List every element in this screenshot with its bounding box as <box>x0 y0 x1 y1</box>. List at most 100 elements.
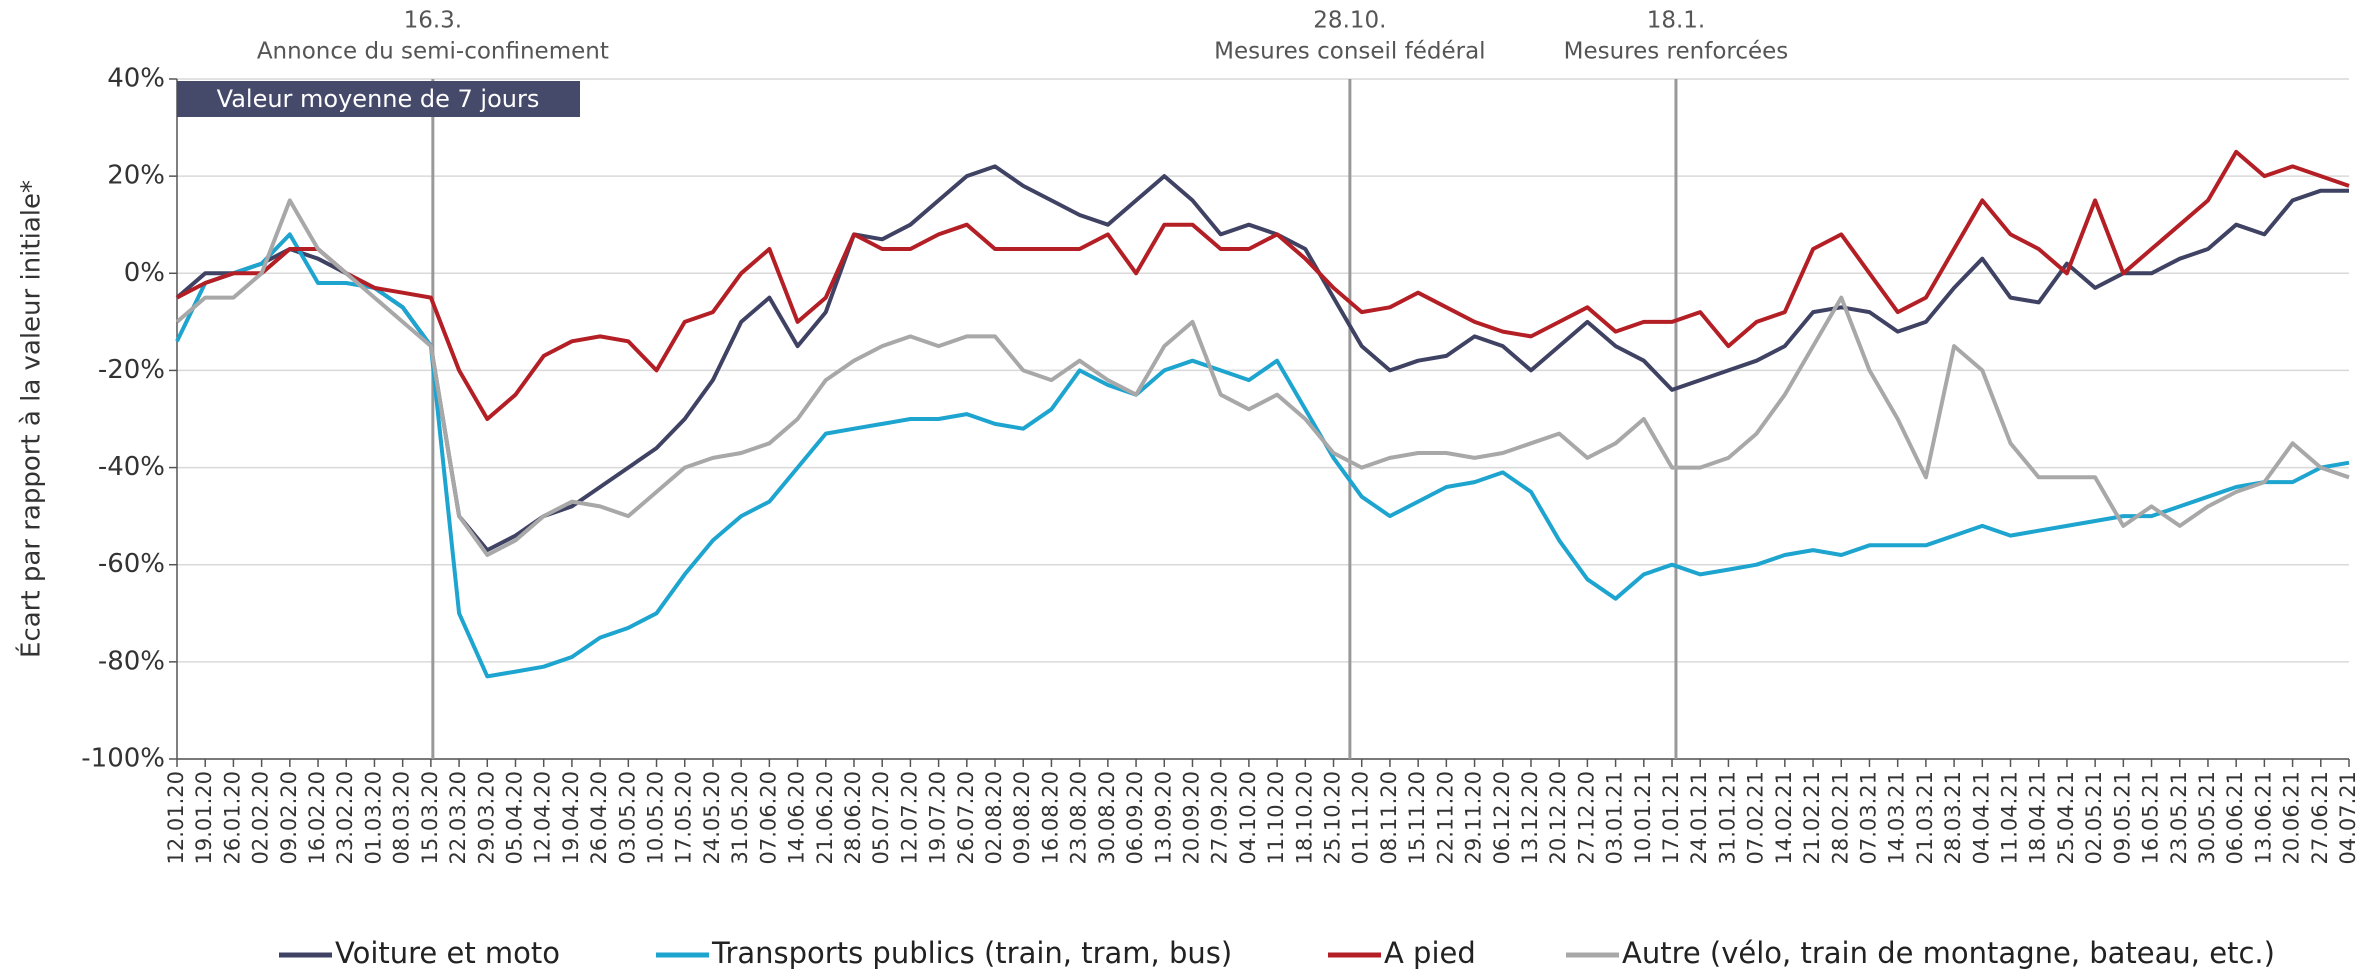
x-tick-label: 09.08.20 <box>1010 771 1034 865</box>
x-tick-label: 29.03.20 <box>474 771 498 865</box>
y-tick-label: -100% <box>81 744 165 774</box>
y-axis-label: Écart par rapport à la valeur initiale* <box>15 180 47 658</box>
x-tick-label: 21.02.21 <box>1800 771 1824 865</box>
x-tick-label: 19.04.20 <box>559 771 583 865</box>
x-tick-label: 07.06.20 <box>756 771 780 865</box>
x-tick-label: 27.12.20 <box>1574 771 1598 865</box>
x-tick-label: 23.05.21 <box>2167 771 2191 865</box>
x-tick-label: 22.11.20 <box>1433 771 1457 865</box>
x-tick-label: 07.03.21 <box>1856 771 1880 865</box>
x-tick-label: 14.02.21 <box>1772 771 1796 865</box>
x-tick-label: 27.09.20 <box>1208 771 1232 865</box>
x-tick-label: 28.02.21 <box>1828 771 1852 865</box>
x-tick-label: 31.01.21 <box>1715 771 1739 865</box>
x-tick-label: 27.06.21 <box>2308 771 2332 865</box>
x-tick-label: 24.05.20 <box>700 771 724 865</box>
x-tick-label: 12.01.20 <box>164 771 188 865</box>
x-tick-label: 21.06.20 <box>813 771 837 865</box>
series-line <box>175 198 2350 557</box>
legend-label: A pied <box>1384 936 1476 970</box>
y-tick-label: -20% <box>98 355 165 385</box>
y-tick-label: 0% <box>124 258 165 288</box>
x-tick-label: 13.12.20 <box>1518 771 1542 865</box>
x-tick-label: 23.08.20 <box>1067 771 1091 865</box>
x-tick-label: 20.09.20 <box>1179 771 1203 865</box>
x-tick-label: 16.05.21 <box>2139 771 2163 865</box>
x-tick-label: 15.11.20 <box>1405 771 1429 865</box>
x-tick-label: 28.03.21 <box>1941 771 1965 865</box>
x-tick-label: 03.01.21 <box>1603 771 1627 865</box>
series-line <box>176 149 2350 421</box>
x-tick-label: 30.08.20 <box>1095 771 1119 865</box>
x-tick-label: 11.10.20 <box>1264 771 1288 865</box>
x-tick-label: 12.07.20 <box>897 771 921 865</box>
x-tick-label: 09.02.20 <box>277 771 301 865</box>
x-tick-label: 02.08.20 <box>982 771 1006 865</box>
x-tick-label: 16.08.20 <box>1038 771 1062 865</box>
x-tick-label: 05.04.20 <box>502 771 526 865</box>
x-tick-label: 29.11.20 <box>1462 771 1486 865</box>
x-tick-label: 26.07.20 <box>954 771 978 865</box>
x-tick-label: 18.10.20 <box>1292 771 1316 865</box>
x-tick-label: 15.03.20 <box>418 771 442 865</box>
x-tick-label: 19.07.20 <box>926 771 950 865</box>
x-tick-label: 06.12.20 <box>1490 771 1514 865</box>
x-tick-label: 10.05.20 <box>644 771 668 865</box>
x-tick-label: 14.06.20 <box>785 771 809 865</box>
series-line <box>175 232 2350 679</box>
x-tick-label: 13.09.20 <box>1151 771 1175 865</box>
x-tick-label: 05.07.20 <box>869 771 893 865</box>
x-tick-label: 12.04.20 <box>531 771 555 865</box>
x-tick-label: 10.01.21 <box>1631 771 1655 865</box>
x-tick-label: 19.01.20 <box>192 771 216 865</box>
x-tick-label: 11.04.21 <box>1998 771 2022 865</box>
x-tick-label: 02.05.21 <box>2082 771 2106 865</box>
annotation-text: Mesures renforcées <box>1564 39 1789 65</box>
y-tick-label: -60% <box>98 549 165 579</box>
x-tick-label: 08.03.20 <box>390 771 414 865</box>
x-tick-label: 18.04.21 <box>2026 771 2050 865</box>
x-tick-label: 31.05.20 <box>728 771 752 865</box>
x-tick-label: 01.11.20 <box>1349 771 1373 865</box>
x-tick-label: 17.05.20 <box>672 771 696 865</box>
x-tick-label: 21.03.21 <box>1913 771 1937 865</box>
y-tick-label: -40% <box>98 452 165 482</box>
x-tick-label: 16.02.20 <box>305 771 329 865</box>
x-tick-label: 01.03.20 <box>361 771 385 865</box>
legend-label: Transports publics (train, tram, bus) <box>711 936 1232 970</box>
x-tick-label: 08.11.20 <box>1377 771 1401 865</box>
x-tick-label: 20.12.20 <box>1546 771 1570 865</box>
legend-label: Voiture et moto <box>335 936 560 970</box>
x-tick-label: 09.05.21 <box>2110 771 2134 865</box>
x-tick-label: 06.06.21 <box>2223 771 2247 865</box>
x-tick-label: 24.01.21 <box>1687 771 1711 865</box>
y-tick-label: 40% <box>107 64 165 94</box>
x-tick-label: 26.01.20 <box>220 771 244 865</box>
x-tick-label: 23.02.20 <box>333 771 357 865</box>
x-tick-label: 07.02.21 <box>1744 771 1768 865</box>
x-tick-label: 04.04.21 <box>1969 771 1993 865</box>
x-tick-label: 02.02.20 <box>249 771 273 865</box>
x-tick-label: 25.04.21 <box>2054 771 2078 865</box>
annotation-text: Annonce du semi-confinement <box>257 39 609 65</box>
annotation-text: Mesures conseil fédéral <box>1214 39 1485 65</box>
x-tick-label: 30.05.21 <box>2195 771 2219 865</box>
x-tick-label: 20.06.21 <box>2280 771 2304 865</box>
y-tick-label: 20% <box>107 161 165 191</box>
x-tick-label: 13.06.21 <box>2251 771 2275 865</box>
x-tick-label: 03.05.20 <box>615 771 639 865</box>
legend-label: Autre (vélo, train de montagne, bateau, … <box>1622 936 2275 970</box>
x-tick-label: 06.09.20 <box>1123 771 1147 865</box>
x-tick-label: 28.06.20 <box>841 771 865 865</box>
note: Valeur moyenne de 7 jours <box>217 85 540 113</box>
note-box <box>177 81 580 117</box>
x-tick-label: 04.07.21 <box>2336 771 2360 865</box>
x-tick-label: 22.03.20 <box>446 771 470 865</box>
x-tick-label: 17.01.21 <box>1659 771 1683 865</box>
series-line <box>175 164 2349 553</box>
x-tick-label: 04.10.20 <box>1236 771 1260 865</box>
x-tick-label: 26.04.20 <box>587 771 611 865</box>
annotation-date: 16.3. <box>404 8 463 34</box>
x-tick-label: 25.10.20 <box>1321 771 1345 865</box>
